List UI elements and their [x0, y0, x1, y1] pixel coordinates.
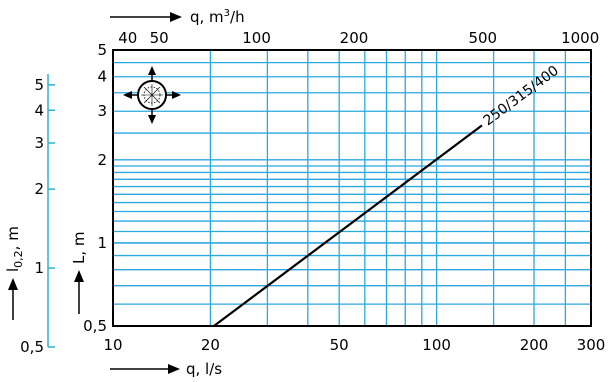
y-left-tick-label: 2: [97, 151, 107, 169]
x-top-tick-label: 1000: [561, 29, 599, 47]
air-diffuser-compass-icon: [123, 66, 181, 124]
y-left-tick-label: 4: [97, 68, 107, 86]
x-top-tick-label: 40: [118, 29, 137, 47]
y-left-tick-label: 5: [97, 41, 107, 59]
x-top-tick-label: 200: [340, 29, 369, 47]
svg-text:l0,2, m: l0,2, m: [4, 226, 25, 272]
tick-labels: 10 20 50 100 200 300 40 50 100 200 500 1000 0,5 1 2 3 4 5: [83, 29, 605, 354]
x-top-tick-label: 100: [242, 29, 271, 47]
x-bottom-tick-label: 100: [422, 336, 451, 354]
left-y-axis-label: L, m: [70, 231, 88, 314]
plot-frame: [112, 49, 592, 327]
y-outer-tick-label: 4: [34, 101, 44, 119]
outer-y-axis: 0,5 1 2 3 4 5: [20, 74, 55, 356]
svg-text:q, m3/h: q, m3/h: [190, 8, 245, 26]
y-outer-tick-label: 3: [34, 134, 44, 152]
series-line: [213, 124, 483, 327]
x-bottom-tick-label: 50: [330, 336, 349, 354]
top-x-axis-label: q, m3/h: [110, 8, 245, 26]
svg-text:L, m: L, m: [70, 231, 88, 264]
y-outer-tick-label: 5: [34, 76, 44, 94]
svg-text:q, l/s: q, l/s: [186, 360, 222, 378]
grid-lines: [113, 50, 591, 326]
series-label: 250/315/400: [481, 63, 562, 129]
x-bottom-tick-label: 20: [201, 336, 220, 354]
x-top-tick-label: 50: [150, 29, 169, 47]
y-outer-tick-label: 2: [34, 180, 44, 198]
y-left-tick-label: 0,5: [83, 317, 107, 335]
bottom-x-axis-label: q, l/s: [110, 360, 222, 378]
x-bottom-tick-label: 10: [103, 336, 122, 354]
y-left-tick-label: 3: [97, 102, 107, 120]
x-bottom-tick-label: 300: [577, 336, 606, 354]
y-outer-tick-label: 0,5: [20, 338, 44, 356]
outer-y-axis-label: l0,2, m: [4, 226, 25, 320]
y-left-tick-label: 1: [97, 234, 107, 252]
x-top-tick-label: 500: [468, 29, 497, 47]
y-outer-tick-label: 1: [34, 259, 44, 277]
x-bottom-tick-label: 200: [520, 336, 549, 354]
